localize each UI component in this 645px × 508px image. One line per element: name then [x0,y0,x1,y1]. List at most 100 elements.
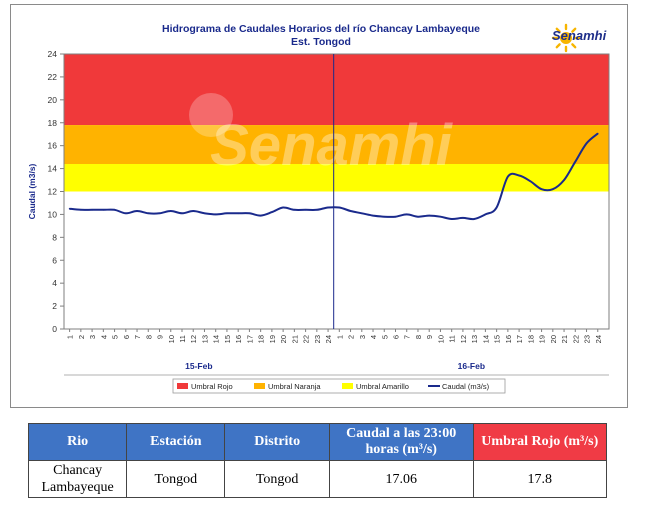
data-point-18 [271,211,273,213]
data-point-46 [585,142,588,145]
x-tick-label-24: 1 [335,335,344,339]
series-line-caudal [69,132,599,221]
x-tick-label-47: 24 [594,335,603,343]
cell-estacion: Tongod [126,460,226,498]
data-point-35 [462,217,464,219]
x-tick-label-20: 21 [290,335,299,343]
data-point-13 [214,213,217,216]
table-header-row: Rio Estación Distrito Caudal a las 23:00… [27,423,608,461]
chart-subtitle: Est. Tongod [291,36,351,48]
x-tick-label-15: 16 [234,335,243,343]
y-tick-label-0: 0 [52,324,57,334]
data-point-16 [248,212,251,215]
data-point-28 [383,215,386,218]
threshold-band-2 [64,164,609,192]
x-tick-label-4: 5 [111,335,120,339]
x-tick-label-16: 17 [245,335,254,343]
x-tick-label-1: 2 [77,335,86,339]
threshold-band-1 [64,125,609,164]
data-point-47 [596,132,599,135]
data-point-44 [563,179,565,181]
senamhi-logo [551,23,631,55]
x-tick-label-26: 3 [358,335,367,339]
x-tick-label-12: 13 [200,335,209,343]
x-tick-label-33: 10 [436,335,445,343]
x-tick-label-11: 12 [189,335,198,343]
legend-box [172,378,506,394]
data-point-37 [484,213,487,216]
x-tick-label-3: 4 [99,335,108,339]
x-tick-label-35: 12 [459,335,468,343]
data-point-17 [259,214,262,217]
data-point-31 [417,215,419,218]
y-tick-label-4: 8 [52,232,57,242]
y-tick-label-9: 18 [48,118,58,128]
y-tick-label-3: 6 [52,255,57,265]
header-rio: Rio [27,423,128,461]
x-tick-label-19: 20 [279,335,288,343]
data-point-4 [113,209,116,211]
sun-icon [551,23,581,53]
y-tick-label-10: 20 [48,95,58,105]
y-tick-label-12: 24 [48,49,58,59]
x-tick-label-41: 18 [526,335,535,343]
x-tick-label-17: 18 [257,335,266,343]
watermark: Senamhi [210,113,454,178]
x-tick-label-13: 14 [212,335,221,343]
data-point-29 [394,215,397,218]
legend-label-3: Caudal (m3/s) [442,382,490,391]
data-point-10 [181,212,183,215]
data-point-25 [349,210,352,212]
x-tick-label-29: 6 [391,335,400,339]
y-tick-label-1: 2 [52,301,57,311]
x-tick-label-7: 8 [144,335,153,339]
legend-label-2: Umbral Amarillo [356,382,409,391]
data-point-2 [91,209,93,211]
data-point-0 [68,207,71,210]
x-tick-label-32: 9 [425,335,434,339]
data-point-20 [293,209,296,211]
header-estacion: Estación [126,423,226,461]
x-tick-label-21: 22 [302,335,311,343]
data-point-32 [428,214,431,217]
data-point-36 [473,218,475,220]
data-point-15 [237,212,239,215]
x-tick-label-39: 16 [504,335,513,343]
hydrograph-chart: Hidrograma de Caudales Horarios del río … [27,23,610,394]
x-tick-label-34: 11 [448,335,457,343]
x-tick-label-38: 15 [493,335,502,343]
legend-swatch-1 [254,383,265,389]
x-tick-label-36: 13 [470,335,479,343]
data-point-24 [338,206,341,209]
x-tick-label-43: 20 [549,335,558,343]
data-point-26 [360,212,363,215]
day-label-1: 16-Feb [458,361,485,371]
chart-title: Hidrograma de Caudales Horarios del río … [162,23,480,35]
data-table: Rio Estación Distrito Caudal a las 23:00… [27,423,608,498]
legend-label-0: Umbral Rojo [191,382,233,391]
x-tick-label-14: 15 [223,335,232,343]
x-tick-label-40: 17 [515,335,524,343]
chart-frame: Hidrograma de Caudales Horarios del río … [10,4,628,408]
x-tick-label-22: 23 [313,335,322,343]
x-tick-label-30: 7 [403,335,412,339]
x-tick-label-18: 19 [268,335,277,343]
x-tick-label-31: 8 [414,335,423,339]
x-tick-label-46: 23 [583,335,592,343]
x-tick-label-42: 19 [538,335,547,343]
y-tick-label-8: 16 [48,141,58,151]
data-point-38 [495,206,498,209]
y-tick-label-7: 14 [48,164,58,174]
data-point-39 [507,175,509,178]
watermark-sun-icon [189,93,233,137]
threshold-band-0 [64,54,609,126]
data-point-30 [405,213,408,216]
day-label-0: 15-Feb [185,361,212,371]
x-tick-label-45: 22 [571,335,580,343]
x-tick-label-0: 1 [66,335,75,339]
y-tick-label-6: 12 [48,187,58,197]
data-point-1 [80,209,82,211]
header-distrito: Distrito [224,423,330,461]
cell-distrito: Tongod [224,460,330,498]
data-point-40 [518,174,520,177]
